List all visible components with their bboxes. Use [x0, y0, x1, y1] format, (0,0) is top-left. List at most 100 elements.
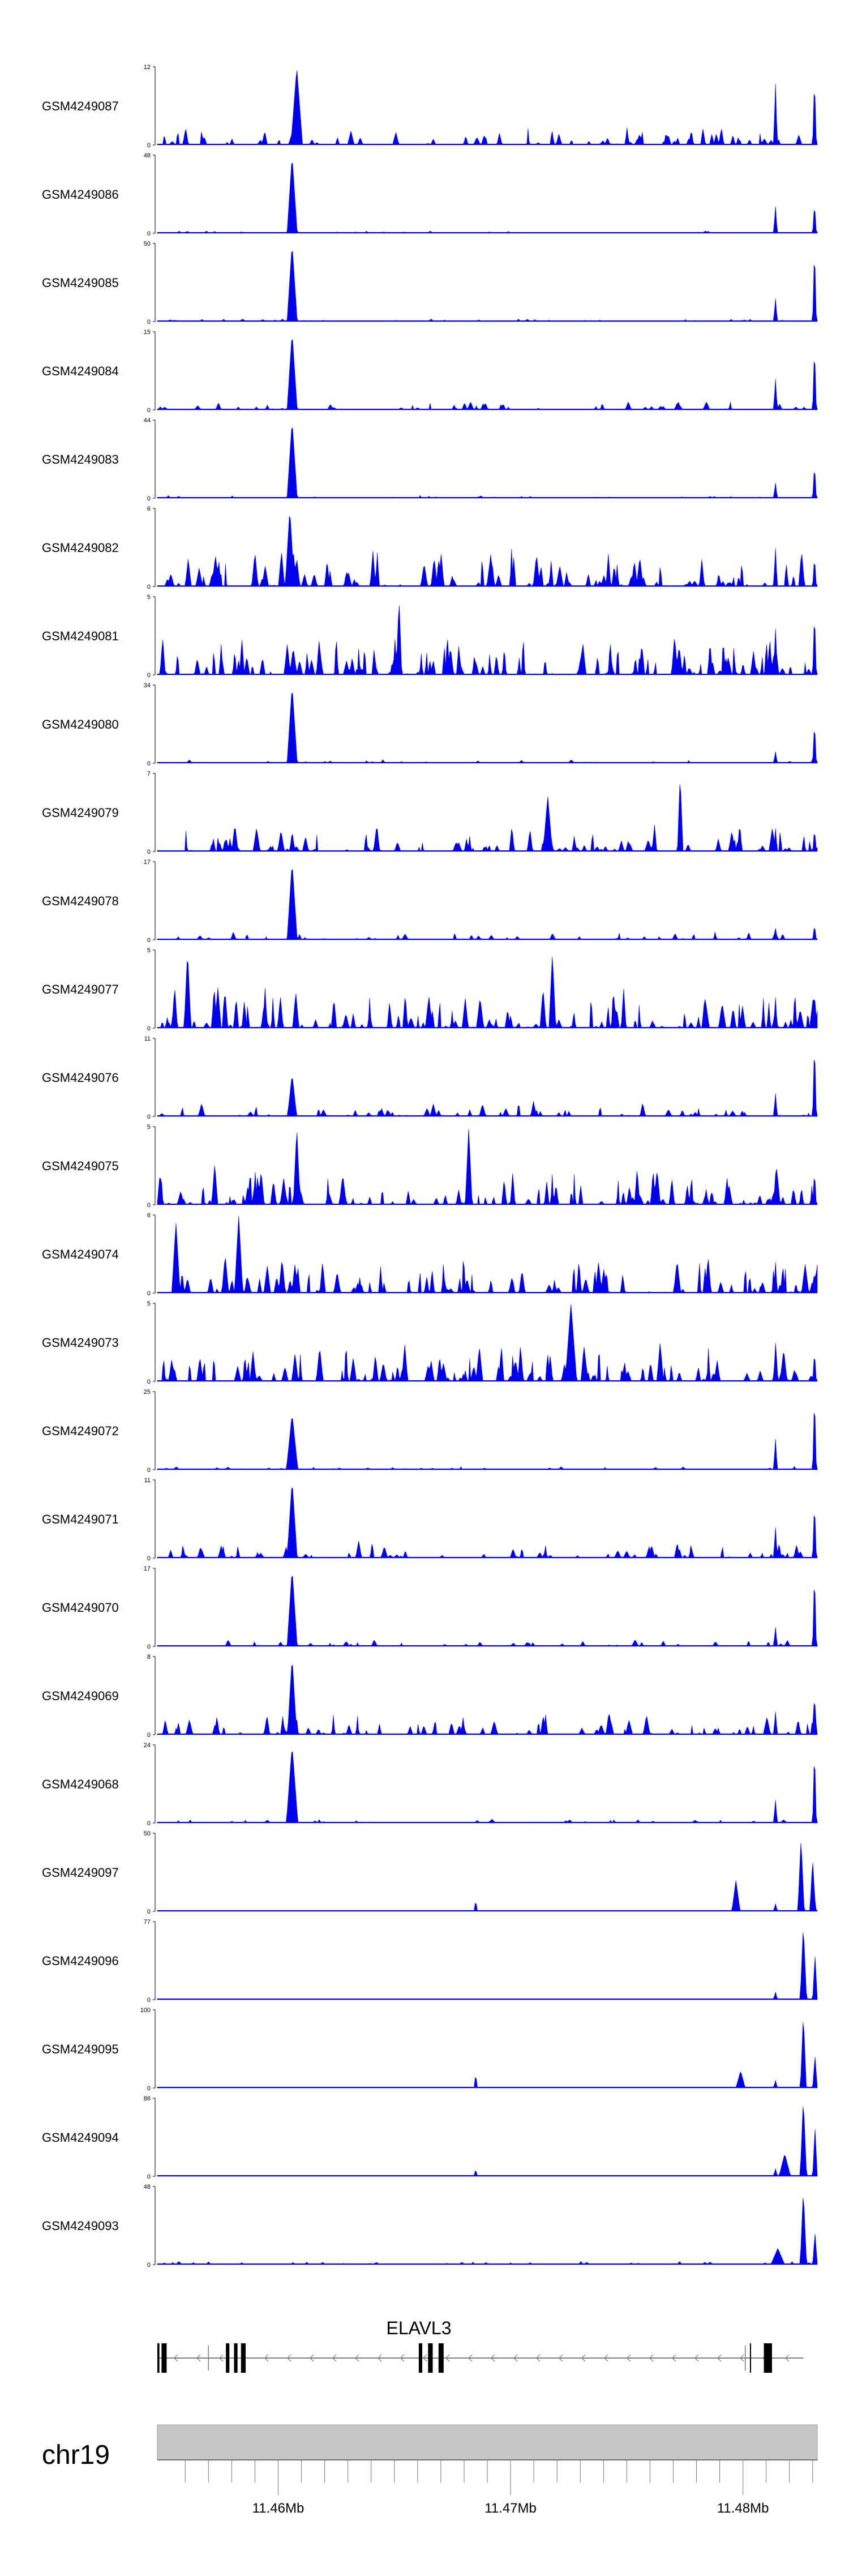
track-GSM4249094: GSM4249094 86 0 — [42, 2095, 818, 2180]
track-GSM4249068: GSM4249068 24 0 — [42, 1742, 818, 1827]
y-max-label: 6 — [147, 506, 151, 512]
track-label: GSM4249076 — [42, 1071, 119, 1085]
track-label: GSM4249081 — [42, 629, 119, 643]
y-max-label: 77 — [144, 1919, 151, 1925]
y-min-label: 0 — [147, 937, 151, 944]
strand-arrow — [445, 2354, 450, 2362]
y-max-label: 7 — [147, 771, 151, 777]
signal-area — [157, 2198, 818, 2265]
track-GSM4249079: GSM4249079 7 0 — [42, 771, 818, 855]
y-max-label: 86 — [144, 2095, 151, 2102]
x-tick-label: 11.46Mb — [252, 2501, 305, 2516]
track-GSM4249086: GSM4249086 48 0 — [42, 152, 818, 237]
signal-area — [157, 956, 818, 1029]
track-label: GSM4249069 — [42, 1689, 119, 1703]
chromosome-label: chr19 — [42, 2440, 110, 2470]
y-max-label: 50 — [144, 241, 151, 247]
exon — [764, 2343, 772, 2373]
track-label: GSM4249093 — [42, 2219, 119, 2233]
track-label: GSM4249083 — [42, 452, 119, 467]
y-min-label: 0 — [147, 1820, 151, 1827]
signal-area — [157, 162, 818, 234]
y-max-label: 34 — [144, 682, 151, 689]
signal-area — [157, 251, 818, 322]
y-max-label: 8 — [147, 1654, 151, 1661]
y-max-label: 5 — [147, 1300, 151, 1307]
y-min-label: 0 — [147, 1379, 151, 1385]
track-GSM4249078: GSM4249078 17 0 — [42, 859, 818, 944]
y-max-label: 11 — [144, 1035, 151, 1042]
track-label: GSM4249075 — [42, 1159, 119, 1173]
strand-arrow — [559, 2354, 563, 2362]
chromosome-ideogram: chr19 11.46Mb 11.47Mb 11.48Mb — [42, 2424, 818, 2516]
track-GSM4249074: GSM4249074 6 0 — [42, 1212, 818, 1297]
signal-area — [157, 427, 818, 499]
track-GSM4249087: GSM4249087 12 0 — [42, 64, 818, 149]
y-min-label: 0 — [147, 849, 151, 855]
y-max-label: 48 — [144, 152, 151, 159]
y-max-label: 24 — [144, 1742, 151, 1749]
strand-arrow — [785, 2354, 790, 2362]
track-label: GSM4249070 — [42, 1601, 119, 1615]
y-min-label: 0 — [147, 1114, 151, 1120]
y-min-label: 0 — [147, 584, 151, 590]
track-GSM4249096: GSM4249096 77 0 — [42, 1919, 818, 2004]
y-min-label: 0 — [147, 1555, 151, 1562]
strand-arrow — [604, 2354, 608, 2362]
track-GSM4249076: GSM4249076 11 0 — [42, 1035, 818, 1120]
y-min-label: 0 — [147, 2262, 151, 2269]
y-max-label: 50 — [144, 1830, 151, 1837]
y-max-label: 5 — [147, 1124, 151, 1131]
strand-arrow — [491, 2354, 495, 2362]
y-max-label: 6 — [147, 1212, 151, 1219]
exon — [226, 2343, 230, 2373]
strand-arrow — [468, 2354, 473, 2362]
strand-arrow — [717, 2354, 722, 2362]
track-GSM4249085: GSM4249085 50 0 — [42, 241, 818, 326]
exon — [418, 2343, 423, 2373]
track-label: GSM4249095 — [42, 2042, 119, 2056]
signal-area — [157, 1487, 818, 1559]
track-label: GSM4249079 — [42, 806, 119, 820]
signal-area — [157, 1216, 818, 1294]
signal-area — [157, 869, 818, 940]
strand-arrow — [310, 2354, 314, 2362]
track-label: GSM4249072 — [42, 1424, 119, 1438]
track-label: GSM4249094 — [42, 2130, 119, 2145]
track-label: GSM4249077 — [42, 982, 119, 996]
y-min-label: 0 — [147, 495, 151, 502]
y-min-label: 0 — [147, 2173, 151, 2180]
track-label: GSM4249074 — [42, 1247, 119, 1261]
exon — [157, 2343, 158, 2373]
y-max-label: 5 — [147, 947, 151, 954]
track-GSM4249082: GSM4249082 6 0 — [42, 506, 818, 590]
strand-arrow — [264, 2354, 269, 2362]
track-GSM4249071: GSM4249071 11 0 — [42, 1477, 818, 1562]
gene-track: ELAVL3 — [157, 2318, 804, 2373]
signal-tracks: GSM4249087120GSM4249086480GSM4249085500G… — [42, 64, 818, 2269]
signal-area — [157, 1059, 818, 1117]
exon — [161, 2343, 167, 2373]
track-label: GSM4249071 — [42, 1512, 119, 1526]
signal-area — [157, 1843, 818, 1912]
track-label: GSM4249080 — [42, 717, 119, 731]
track-label: GSM4249084 — [42, 364, 119, 378]
track-label: GSM4249087 — [42, 99, 119, 113]
y-min-label: 0 — [147, 760, 151, 767]
track-label: GSM4249085 — [42, 276, 119, 290]
signal-area — [157, 692, 818, 764]
strand-arrow — [287, 2354, 291, 2362]
y-min-label: 0 — [147, 407, 151, 414]
exon — [234, 2343, 238, 2373]
track-label: GSM4249082 — [42, 541, 119, 555]
y-max-label: 100 — [140, 2007, 151, 2014]
y-min-label: 0 — [147, 142, 151, 149]
signal-area — [157, 2107, 818, 2177]
track-GSM4249073: GSM4249073 5 0 — [42, 1300, 818, 1385]
exon — [749, 2343, 751, 2373]
y-min-label: 0 — [147, 319, 151, 326]
strand-arrow — [672, 2354, 676, 2362]
y-min-label: 0 — [147, 2085, 151, 2092]
signal-area — [157, 1664, 818, 1735]
